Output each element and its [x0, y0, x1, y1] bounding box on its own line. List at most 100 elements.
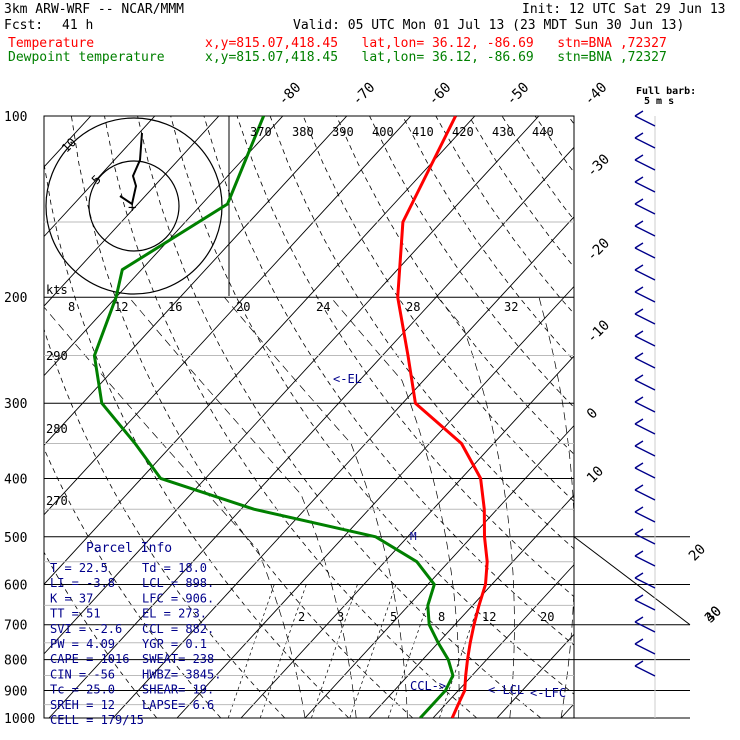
pressure-label-1000: 1000: [4, 712, 35, 727]
moist-adiabat: [538, 297, 574, 718]
theta-label-390: 390: [332, 125, 354, 139]
pressure-label-700: 700: [4, 619, 27, 634]
isotherm: [44, 116, 476, 585]
dry-adiabat: [468, 116, 574, 268]
theta-left-label-290: 290: [46, 349, 68, 363]
top-temp-label--40: -40: [581, 80, 610, 109]
dry-adiabat: [635, 116, 740, 718]
pressure-label-900: 900: [4, 684, 27, 699]
isotherm: [304, 424, 574, 718]
theta-label-370: 370: [250, 125, 272, 139]
isotherm: [560, 703, 574, 718]
theta-label-400: 400: [372, 125, 394, 139]
top-temp-label--70: -70: [349, 80, 378, 109]
theta-label-380: 380: [292, 125, 314, 139]
mixing-ratio-label-5: 5: [390, 610, 397, 624]
wind-barb: [634, 154, 656, 171]
isotherm: [496, 633, 574, 718]
wind-barb: [634, 396, 656, 413]
isotherm: [44, 116, 220, 307]
hodograph-ring-5: [88, 160, 180, 252]
dry-adiabat: [435, 116, 574, 315]
moist-adiabat: [330, 296, 460, 718]
parcel-row-left: SREH = 12: [50, 698, 115, 712]
isotherm: [368, 494, 574, 718]
parcel-info-title: Parcel Info: [86, 541, 172, 556]
right-temp-label--20: -20: [584, 235, 613, 264]
mixing-ratio-line: [311, 584, 358, 718]
forecast-hours: 41 h: [62, 18, 94, 33]
wind-barb: [634, 286, 656, 303]
moist-adiabat: [437, 296, 515, 718]
dry-adiabat: [302, 116, 574, 502]
dry-adiabat: [236, 116, 574, 598]
isotherm: [625, 116, 740, 718]
frame-edge: [573, 536, 691, 626]
mixing-ratio-label-8: 8: [438, 610, 445, 624]
temperature-location: x,y=815.07,418.45 lat,lon= 36.12, -86.69…: [205, 36, 667, 51]
theta-label-420: 420: [452, 125, 474, 139]
dry-adiabat: [501, 116, 574, 221]
barb-legend-title: Full barb:: [636, 86, 696, 97]
right-temp-label-20: 20: [686, 541, 709, 564]
isotherm: [44, 116, 412, 516]
top-temp-label--50: -50: [503, 80, 532, 109]
dewpoint-trace: [92, 116, 455, 718]
wind-barb: [634, 418, 656, 435]
mixing-ratio-line: [227, 584, 275, 718]
isotherm: [44, 116, 540, 655]
parcel-row-right: LAPSE= 6.6: [142, 698, 214, 712]
wind-barb: [634, 330, 656, 347]
wind-barb: [634, 616, 656, 633]
mixing-ratio-label-2: 2: [298, 610, 305, 624]
wind-barb: [634, 132, 656, 149]
pressure-label-400: 400: [4, 472, 27, 487]
dry-adiabat: [402, 116, 574, 362]
forecast-label: Fcst:: [4, 18, 44, 33]
speed-label-16: 16: [168, 300, 182, 314]
pressure-label-600: 600: [4, 578, 27, 593]
wind-barb: [634, 440, 656, 457]
init-time: Init: 12 UTC Sat 29 Jun 13: [522, 2, 726, 17]
isotherm: [44, 116, 348, 446]
valid-time: Valid: 05 UTC Mon 01 Jul 13 (23 MDT Sun …: [293, 18, 685, 33]
parcel-row-right: HWBZ= 3845.: [142, 667, 221, 681]
isotherm: [176, 285, 574, 718]
wind-barb: [634, 638, 656, 655]
parcel-row-right: YGP = 0.1: [142, 637, 207, 651]
dry-adiabat: [534, 116, 574, 173]
dry-adiabat: [269, 116, 574, 550]
el-annotation: <-EL: [333, 372, 362, 386]
dry-adiabat: [601, 116, 740, 718]
model-title: 3km ARW-WRF -- NCAR/MMM: [4, 2, 185, 17]
hodograph-center: +: [128, 200, 136, 216]
isotherm: [112, 216, 574, 718]
speed-label-24: 24: [316, 300, 330, 314]
mixing-ratio-label-12: 12: [482, 610, 496, 624]
dry-adiabat: [336, 116, 574, 455]
wind-barb: [634, 660, 656, 677]
pressure-label-800: 800: [4, 654, 27, 669]
pressure-label-200: 200: [4, 291, 27, 306]
wind-barb: [634, 242, 656, 259]
wind-barb: [634, 572, 656, 589]
wind-barb: [634, 198, 656, 215]
wind-barb: [634, 484, 656, 501]
mixing-ratio-label-20: 20: [540, 610, 554, 624]
parcel-row-right: LCL = 898.: [142, 576, 214, 590]
wind-barb: [634, 506, 656, 523]
temperature-trace: [396, 116, 489, 718]
lfc-annotation: <-LFC: [530, 686, 566, 700]
wind-barb: [634, 352, 656, 369]
right-temp-label-10: 10: [584, 463, 607, 486]
wind-barb: [634, 462, 656, 479]
speed-label-20: 20: [236, 300, 250, 314]
hodograph-trace: [119, 132, 143, 206]
right-temp-label--30: -30: [584, 151, 613, 180]
right-temp-label-40: 40: [702, 603, 725, 626]
right-temp-label-0: 0: [584, 405, 601, 422]
dewpoint-legend: Dewpoint temperature: [8, 50, 165, 65]
wind-barb: [634, 264, 656, 281]
speed-unit-label: kts: [46, 283, 68, 297]
speed-label-28: 28: [406, 300, 420, 314]
